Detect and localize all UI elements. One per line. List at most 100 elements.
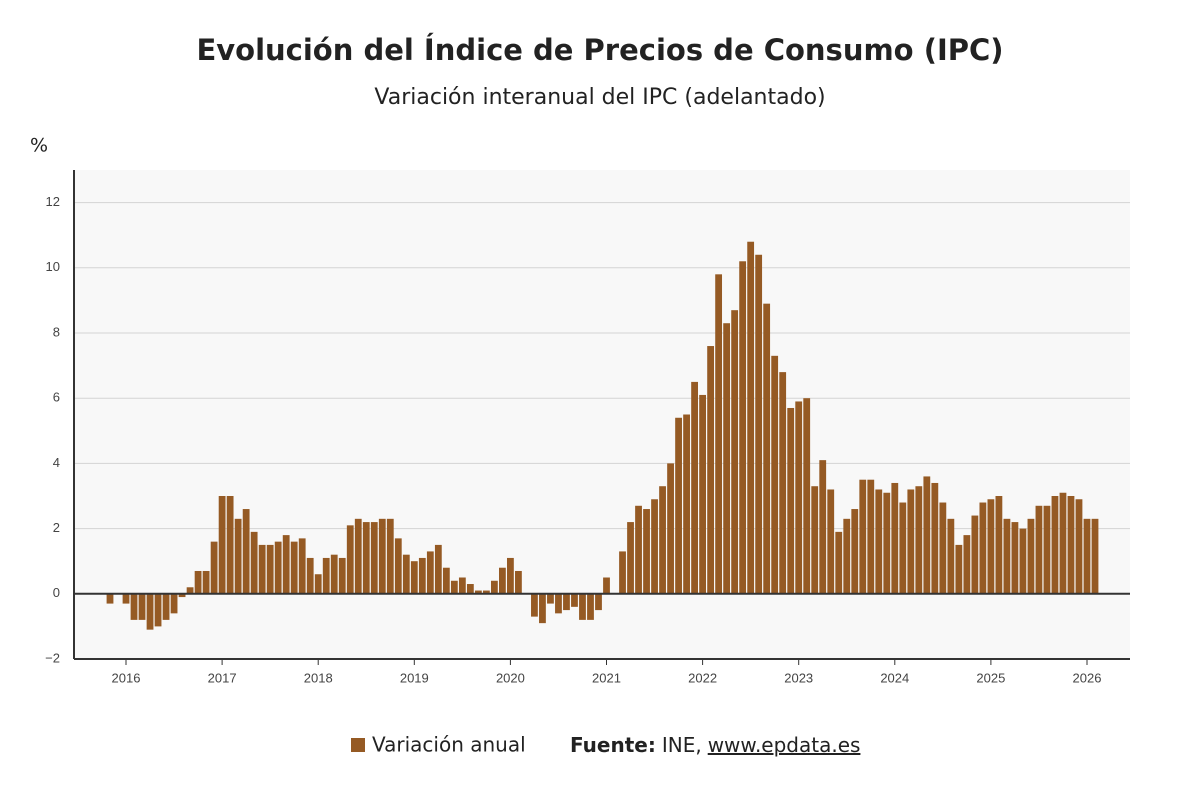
x-tick-label: 2016 (112, 670, 141, 685)
bar (1027, 518, 1035, 594)
bar (723, 323, 731, 594)
bar (170, 593, 178, 614)
bar (298, 538, 306, 594)
x-tick-label: 2023 (784, 670, 813, 685)
bar (138, 593, 146, 620)
bar (979, 502, 987, 594)
bar (370, 522, 378, 594)
bar (971, 515, 979, 594)
bar (458, 577, 466, 594)
bar (731, 310, 739, 594)
bar (947, 518, 955, 594)
source-text: INE, (662, 733, 702, 757)
bar (242, 509, 250, 594)
bar (426, 551, 434, 594)
bar (827, 489, 835, 594)
bar (354, 518, 362, 594)
bar (410, 561, 418, 594)
bar (1003, 518, 1011, 594)
bar (274, 541, 282, 594)
y-tick-label: 2 (53, 520, 60, 535)
bar (715, 274, 723, 594)
bar (579, 593, 586, 620)
bar (1011, 522, 1019, 594)
bar (258, 544, 266, 594)
bar (891, 482, 899, 594)
bar (266, 544, 274, 594)
bar (442, 567, 450, 594)
x-tick-label: 2020 (496, 670, 525, 685)
bar (146, 593, 154, 630)
bar (1019, 528, 1027, 594)
bar (555, 593, 562, 614)
bar (386, 518, 394, 594)
bar (394, 538, 402, 594)
x-tick-label: 2021 (592, 670, 621, 685)
bar (931, 482, 939, 594)
bar (803, 398, 811, 594)
bar (434, 544, 442, 594)
bar (955, 544, 963, 594)
source-link[interactable]: www.epdata.es (708, 733, 861, 757)
y-tick-label: 6 (53, 390, 60, 405)
bar (795, 401, 803, 594)
bar (547, 593, 554, 604)
bar (691, 381, 698, 594)
bar (747, 241, 755, 594)
bar (178, 593, 186, 598)
bar (1035, 505, 1043, 594)
bar (755, 254, 763, 594)
bar (963, 535, 971, 594)
bar (1051, 496, 1059, 594)
bar (571, 593, 578, 607)
bar (306, 557, 314, 594)
bar (635, 505, 642, 594)
bar (122, 593, 130, 604)
y-tick-label: 8 (53, 324, 60, 339)
source-label: Fuente: (570, 733, 656, 757)
bar (779, 372, 787, 594)
bar (539, 593, 546, 624)
bar (186, 587, 194, 594)
bar (899, 502, 907, 594)
bar (811, 486, 819, 594)
y-axis-label: % (30, 135, 48, 157)
x-tick-label: 2017 (208, 670, 237, 685)
bar (1043, 505, 1051, 594)
bar (771, 355, 779, 594)
x-tick-label: 2025 (976, 670, 1005, 685)
bar (763, 303, 771, 594)
bar (450, 580, 458, 594)
x-tick-label: 2026 (1073, 670, 1102, 685)
bar (362, 522, 370, 594)
bar (234, 518, 242, 594)
bar (627, 522, 634, 594)
bar (667, 463, 674, 594)
bar (987, 499, 995, 594)
chart-subtitle: Variación interanual del IPC (adelantado… (374, 85, 825, 110)
bar (851, 509, 859, 594)
legend-label: Variación anual (372, 733, 526, 757)
y-tick-label: 10 (46, 259, 60, 274)
bar (154, 593, 162, 627)
chart-title: Evolución del Índice de Precios de Consu… (196, 33, 1003, 67)
bar (619, 551, 626, 594)
bar (490, 580, 498, 594)
bar (515, 570, 522, 594)
bar (314, 574, 322, 594)
bar (683, 414, 690, 594)
bar (563, 593, 570, 611)
x-tick-label: 2019 (400, 670, 429, 685)
bar (659, 486, 666, 594)
bar (883, 492, 891, 594)
bar (322, 557, 330, 594)
bar (699, 394, 707, 594)
bar (330, 554, 338, 594)
bar (875, 489, 883, 594)
bar (378, 518, 386, 594)
bar (939, 502, 947, 594)
bar (507, 557, 514, 594)
bar (130, 593, 138, 620)
bar (603, 577, 610, 594)
bar (202, 570, 210, 594)
